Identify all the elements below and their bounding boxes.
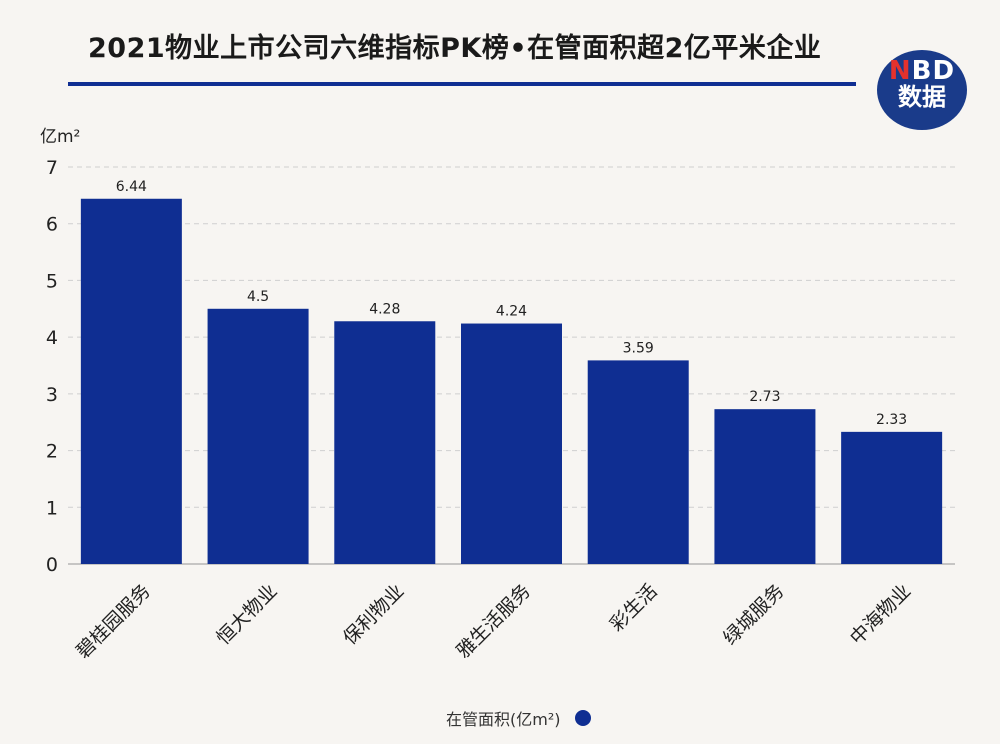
y-tick-label: 4 xyxy=(46,327,58,349)
logo-subtitle: 数据 xyxy=(898,83,946,112)
y-tick-label: 6 xyxy=(46,214,58,236)
category-label: 彩生活 xyxy=(606,580,662,636)
legend-label: 在管面积(亿m²) xyxy=(446,710,561,729)
nbd-logo: NBD 数据 xyxy=(877,50,967,130)
y-tick-label: 3 xyxy=(46,384,58,406)
category-label: 保利物业 xyxy=(339,580,408,649)
bar xyxy=(841,431,943,564)
bar-value-label: 4.24 xyxy=(496,304,527,320)
logo-brand-n: N xyxy=(888,56,912,86)
bars xyxy=(80,198,943,564)
y-tick-label: 5 xyxy=(46,270,58,292)
legend-swatch xyxy=(574,710,591,726)
bar-value-label: 3.59 xyxy=(623,340,654,356)
bar-value-labels: 6.44 4.5 4.28 4.24 3.59 2.73 2.33 xyxy=(116,179,907,428)
y-tick-label: 0 xyxy=(46,554,58,576)
bar-value-label: 4.28 xyxy=(369,301,400,317)
category-labels: 碧桂园服务 恒大物业 保利物业 雅生活服务 彩生活 绿城服务 中海物业 xyxy=(72,580,915,663)
bar xyxy=(587,360,689,564)
category-label: 雅生活服务 xyxy=(452,580,535,663)
bar xyxy=(461,323,562,564)
y-tick-label: 2 xyxy=(46,441,58,463)
legend: 在管面积(亿m²) xyxy=(446,706,591,730)
logo-brand: NBD xyxy=(877,56,967,86)
category-label: 恒大物业 xyxy=(212,580,281,649)
logo-brand-rest: BD xyxy=(911,56,956,86)
y-axis-ticks: 0 1 2 3 4 5 6 7 xyxy=(46,157,58,576)
category-label: 中海物业 xyxy=(846,580,915,649)
category-label: 绿城服务 xyxy=(719,580,788,649)
bar-value-label: 2.73 xyxy=(749,389,780,405)
bar xyxy=(207,308,309,564)
chart-title: 2021物业上市公司六维指标PK榜•在管面积超2亿平米企业 xyxy=(88,33,822,64)
bar xyxy=(80,198,182,564)
bar-value-label: 4.5 xyxy=(247,289,269,305)
bar xyxy=(334,321,436,564)
bar-value-label: 6.44 xyxy=(116,179,147,195)
y-axis-unit: 亿m² xyxy=(40,127,80,147)
category-label: 碧桂园服务 xyxy=(72,580,155,663)
y-tick-label: 7 xyxy=(46,157,58,179)
y-tick-label: 1 xyxy=(46,497,58,519)
bar xyxy=(714,409,816,564)
bar-value-label: 2.33 xyxy=(876,412,907,428)
title-underline xyxy=(68,82,856,86)
